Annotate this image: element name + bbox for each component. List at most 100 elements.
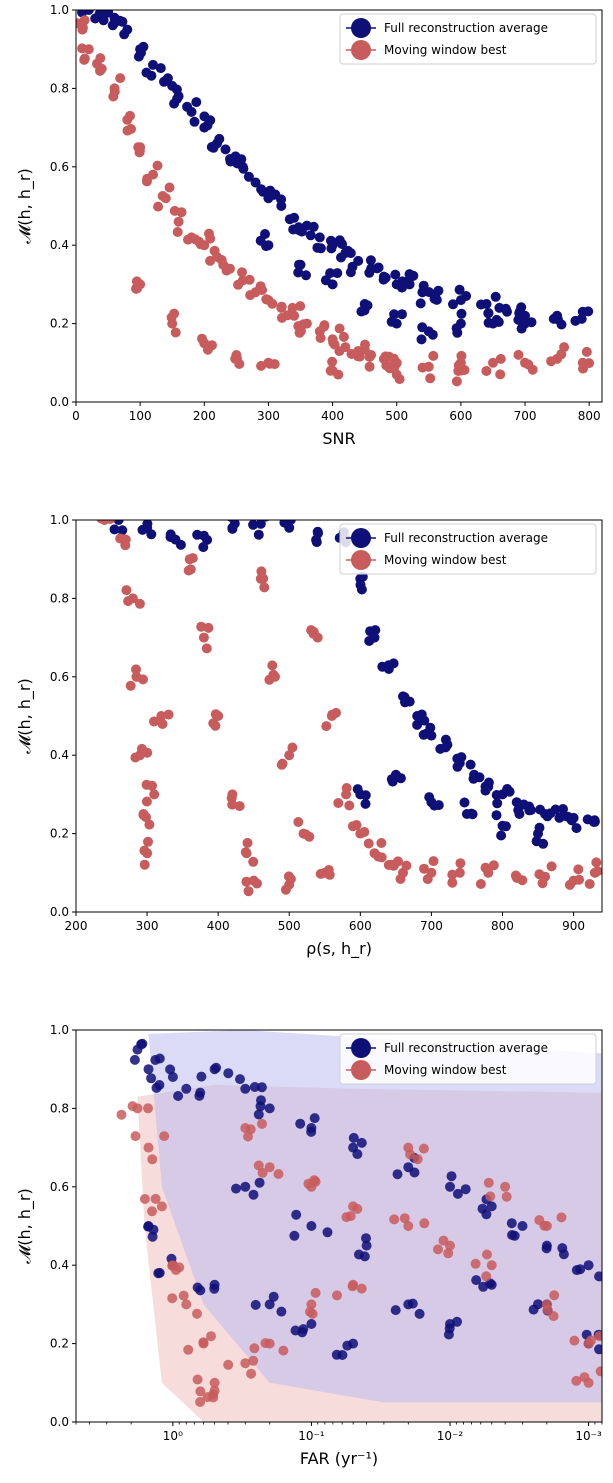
scatter-point [332, 268, 343, 279]
scatter-point [313, 528, 323, 539]
scatter-point [122, 125, 133, 136]
scatter-point [454, 284, 465, 295]
y-tick-label: 0.2 [50, 827, 69, 841]
x-tick-label: 0 [72, 409, 80, 423]
scatter-point [332, 1290, 342, 1301]
scatter-point [205, 233, 216, 244]
scatter-point [361, 1240, 372, 1251]
x-axis-label: ρ(s, h_r) [306, 939, 372, 959]
scatter-point [273, 1169, 284, 1179]
scatter-point [205, 255, 216, 266]
scatter-point [121, 585, 132, 596]
scatter-point [233, 279, 244, 290]
scatter-point [546, 356, 557, 367]
scatter-point [150, 1055, 161, 1065]
scatter-point [550, 804, 561, 815]
scatter-point [248, 1189, 259, 1200]
scatter-point [495, 369, 506, 380]
scatter-point [123, 596, 134, 607]
scatter-point [592, 866, 602, 877]
y-tick-label: 0.8 [50, 591, 69, 605]
legend: Full reconstruction average Moving window… [339, 523, 597, 575]
scatter-point [445, 1181, 455, 1192]
scatter-point [422, 874, 433, 885]
scatter-point [535, 804, 546, 815]
scatter-point [455, 858, 466, 869]
scatter-point [159, 1131, 170, 1142]
scatter-point [452, 761, 463, 772]
scatter-point [495, 353, 506, 364]
scatter-point [125, 110, 135, 121]
x-tick-label: 900 [562, 919, 585, 933]
scatter-point [506, 1218, 517, 1229]
scatter-point [319, 320, 330, 331]
scatter-point [253, 1160, 264, 1171]
scatter-point [301, 270, 311, 281]
scatter-point [197, 333, 207, 344]
scatter-point [331, 1349, 342, 1360]
scatter-point [333, 798, 344, 808]
scatter-point [395, 874, 406, 884]
x-tick-label: 300 [257, 409, 280, 423]
scatter-point [285, 520, 296, 525]
scatter-point [149, 789, 160, 800]
scatter-point [103, 10, 114, 18]
scatter-point [77, 22, 88, 33]
series-2 [96, 520, 602, 897]
x-tick-label: 100 [129, 409, 152, 423]
scatter-point [443, 1248, 454, 1259]
y-tick-label: 1.0 [50, 513, 69, 527]
scatter-point [141, 796, 152, 807]
x-tick-label: 800 [578, 409, 601, 423]
scatter-point [581, 346, 592, 357]
scatter-point [309, 1113, 320, 1124]
x-tick-label: 700 [514, 409, 537, 423]
scatter-point [483, 308, 494, 318]
scatter-point [326, 243, 337, 254]
scatter-point [242, 837, 253, 848]
scatter-point [419, 863, 429, 874]
scatter-point [276, 759, 287, 770]
scatter-point [534, 869, 545, 880]
scatter-point [169, 308, 180, 319]
scatter-point [341, 1212, 352, 1223]
scatter-point [92, 58, 102, 69]
scatter-point [235, 1074, 245, 1085]
legend-marker [351, 1038, 371, 1058]
scatter-point [433, 1244, 443, 1255]
scatter-point [511, 873, 522, 883]
scatter-point [326, 235, 336, 246]
scatter-point [196, 1071, 207, 1082]
scatter-point [287, 302, 298, 313]
scatter-point [234, 801, 245, 812]
scatter-point [392, 1169, 403, 1180]
scatter-point [255, 1101, 266, 1112]
scatter-point [447, 869, 458, 880]
chart-1: 0.0 0.2 0.4 0.6 0.8 1.0 0 100 200 300 400 500 600 700… [15, 3, 603, 448]
x-tick-label: 700 [420, 919, 443, 933]
scatter-point [226, 793, 237, 804]
scatter-point [306, 1319, 317, 1329]
scatter-point [574, 874, 585, 885]
scatter-point [306, 1221, 317, 1231]
scatter-point [248, 856, 259, 867]
chart-3: 0.0 0.2 0.4 0.6 0.8 1.0 10⁰ 10⁻¹ 10⁻² 10⁻³ FAR (yr… [15, 1023, 603, 1468]
scatter-point [390, 1305, 401, 1316]
scatter-point [306, 1126, 317, 1137]
scatter-point [276, 194, 287, 205]
scatter-point [386, 774, 397, 785]
scatter-point [241, 876, 252, 887]
scatter-point [320, 275, 331, 286]
scatter-point [440, 734, 451, 745]
scatter-point [429, 293, 440, 304]
scatter-point [548, 1311, 559, 1322]
scatter-point [195, 1285, 206, 1296]
scatter-point [564, 879, 575, 890]
scatter-point [240, 1181, 251, 1192]
scatter-point [446, 1171, 457, 1182]
scatter-point [321, 721, 332, 732]
scatter-point [100, 520, 106, 521]
scatter-point [98, 15, 109, 26]
legend-marker [351, 528, 371, 548]
scatter-point [356, 1137, 367, 1148]
